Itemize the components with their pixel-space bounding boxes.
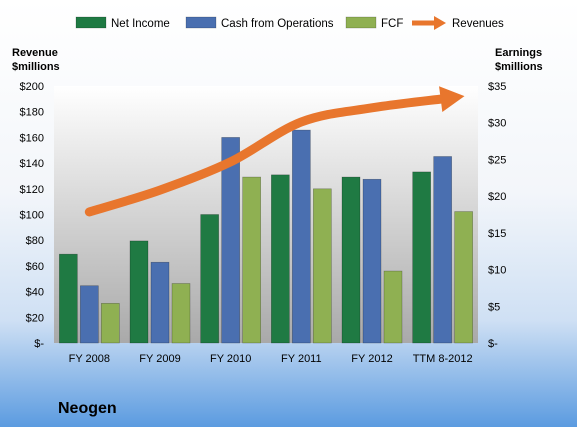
left-tick-label: $- <box>34 338 44 350</box>
left-tick-label: $140 <box>20 158 44 170</box>
legend-label-cash-from-operations: Cash from Operations <box>221 18 334 30</box>
category-label: FY 2009 <box>139 353 180 365</box>
left-tick-label: $180 <box>20 107 44 119</box>
left-tick-label: $20 <box>26 312 44 324</box>
category-label: TTM 8-2012 <box>413 353 473 365</box>
legend-swatch-fcf <box>346 17 376 28</box>
left-tick-label: $60 <box>26 261 44 273</box>
legend-label-revenues: Revenues <box>452 18 504 30</box>
left-tick-label: $40 <box>26 287 44 299</box>
right-tick-label: $5 <box>488 301 500 313</box>
company-name: Neogen <box>58 400 117 417</box>
fcf-bar <box>313 189 331 343</box>
category-label: FY 2012 <box>351 353 392 365</box>
cash-from-operations-bar <box>151 262 169 343</box>
category-label: FY 2011 <box>281 353 322 365</box>
cash-from-operations-bar <box>80 286 98 343</box>
right-tick-label: $30 <box>488 118 506 130</box>
left-tick-label: $120 <box>20 184 44 196</box>
right-axis-title-line2: $millions <box>495 61 543 73</box>
right-axis-title-line1: Earnings <box>495 47 542 59</box>
category-labels: FY 2008 FY 2009 FY 2010 FY 2011 FY 2012 TTM 8… <box>69 353 473 365</box>
left-axis-title-line2: $millions <box>12 61 60 73</box>
fcf-bar <box>243 177 261 343</box>
fcf-bar <box>384 271 402 343</box>
category-label: FY 2010 <box>210 353 251 365</box>
net-income-bar <box>201 215 219 344</box>
right-tick-label: $15 <box>488 228 506 240</box>
legend-swatch-cash-from-operations <box>186 17 216 28</box>
legend-label-fcf: FCF <box>381 18 403 30</box>
right-tick-label: $- <box>488 338 498 350</box>
right-tick-label: $10 <box>488 265 506 277</box>
left-axis-title-line1: Revenue <box>12 47 58 59</box>
net-income-bar <box>59 254 77 343</box>
net-income-bar <box>342 177 360 343</box>
right-axis-ticks: $35 $30 $25 $20 $15 $10 $5 $- <box>488 81 506 350</box>
legend: Net Income Cash from Operations FCF Revenue… <box>76 16 504 30</box>
legend-arrow-revenues <box>434 16 446 30</box>
net-income-bar <box>130 241 148 343</box>
net-income-bar <box>413 172 431 343</box>
right-tick-label: $35 <box>488 81 506 93</box>
cash-from-operations-bar <box>363 179 381 343</box>
net-income-bar <box>271 175 289 343</box>
fcf-bar <box>172 284 190 343</box>
left-tick-label: $80 <box>26 235 44 247</box>
legend-swatch-net-income <box>76 17 106 28</box>
fcf-bar <box>455 212 473 343</box>
right-tick-label: $20 <box>488 191 506 203</box>
left-tick-label: $100 <box>20 210 44 222</box>
category-label: FY 2008 <box>69 353 110 365</box>
right-tick-label: $25 <box>488 154 506 166</box>
left-axis-ticks: $200 $180 $160 $140 $120 $100 $80 $60 $40 $20 $- <box>20 81 45 350</box>
left-tick-label: $200 <box>20 81 44 93</box>
legend-label-net-income: Net Income <box>111 18 170 30</box>
left-tick-label: $160 <box>20 132 44 144</box>
cash-from-operations-bar <box>434 156 452 343</box>
cash-from-operations-bar <box>292 130 310 343</box>
fcf-bar <box>101 303 119 343</box>
